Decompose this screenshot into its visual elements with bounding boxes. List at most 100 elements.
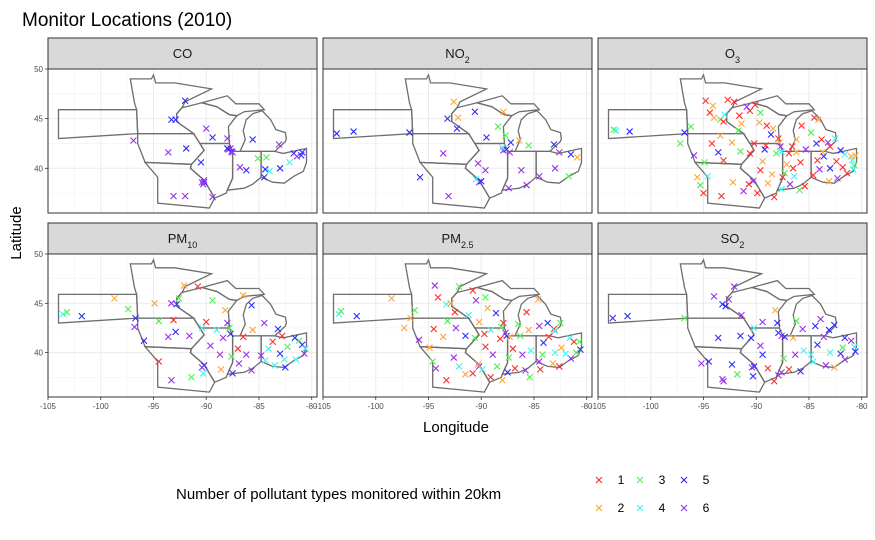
monitor-point <box>796 186 803 194</box>
monitor-point <box>573 153 581 161</box>
monitor-point <box>492 309 500 317</box>
monitor-point <box>239 333 247 341</box>
monitor-point <box>469 369 477 377</box>
monitor-points <box>130 97 306 201</box>
monitor-point <box>708 140 716 147</box>
monitor-point <box>786 180 794 188</box>
monitor-point <box>455 283 463 290</box>
chart-title: Monitor Locations (2010) <box>22 10 232 31</box>
panel-border <box>47 68 318 214</box>
monitor-point <box>714 334 722 342</box>
monitor-point <box>472 175 480 183</box>
monitor-point <box>140 337 148 345</box>
facet-strip <box>322 222 593 255</box>
monitor-point <box>498 376 506 384</box>
monitor-point <box>444 317 451 325</box>
monitor-point <box>749 177 757 185</box>
monitor-point <box>474 159 482 167</box>
monitor-point <box>198 324 206 332</box>
monitor-point <box>545 333 553 341</box>
monitor-point <box>814 341 821 349</box>
monitor-point <box>505 184 513 192</box>
x-tick-label: -80 <box>306 402 318 411</box>
plot-background <box>48 69 317 213</box>
monitor-point <box>780 355 788 362</box>
monitor-point <box>78 312 86 320</box>
monitor-point <box>770 193 778 201</box>
monitor-point <box>475 318 483 326</box>
monitor-point <box>278 332 286 340</box>
state-boundary <box>749 95 816 117</box>
monitor-point <box>810 114 818 122</box>
monitor-point <box>415 336 423 344</box>
monitor-point <box>168 376 175 384</box>
monitor-point <box>291 334 299 342</box>
monitor-point <box>219 334 227 342</box>
monitor-point <box>226 324 233 332</box>
monitor-point <box>746 150 754 157</box>
monitor-point <box>489 351 497 358</box>
monitor-point <box>525 326 533 334</box>
monitor-point <box>155 358 163 365</box>
y-axis-title: Latitude <box>8 206 25 259</box>
monitor-point <box>830 321 838 329</box>
monitor-point <box>816 165 823 173</box>
x-axis-title: Longitude <box>423 419 489 436</box>
monitor-point <box>172 328 180 336</box>
monitor-point <box>170 316 177 324</box>
x-tick-label: -85 <box>528 402 540 411</box>
x-tick-label: -80 <box>856 402 868 411</box>
monitor-point <box>802 146 810 153</box>
monitor-point <box>555 149 563 156</box>
state-outlines <box>332 73 583 209</box>
monitor-point <box>743 103 751 111</box>
monitor-point <box>839 163 847 171</box>
monitor-point <box>411 306 419 314</box>
monitor-point <box>484 304 491 312</box>
monitor-point <box>764 179 772 187</box>
monitor-points <box>335 282 584 384</box>
monitor-point <box>445 192 452 200</box>
monitor-point <box>280 356 288 363</box>
monitor-point <box>450 98 458 106</box>
monitor-point <box>234 345 242 353</box>
monitor-point <box>539 351 546 358</box>
monitor-point <box>407 314 414 322</box>
state-boundary <box>199 95 266 117</box>
state-boundary <box>513 109 563 153</box>
x-tick-label: -90 <box>475 402 487 411</box>
facet-strip-label: CO <box>173 46 193 61</box>
monitor-point <box>789 334 797 342</box>
monitor-point <box>745 180 753 188</box>
monitor-point <box>248 301 255 309</box>
monitor-point <box>200 178 208 186</box>
monitor-point <box>447 299 455 307</box>
monitor-point <box>511 365 519 372</box>
monitor-point <box>353 312 361 320</box>
monitor-point <box>487 373 495 381</box>
legend-key <box>595 504 603 512</box>
monitor-point <box>725 295 733 303</box>
monitor-points <box>610 96 859 201</box>
monitor-point <box>168 299 175 307</box>
monitor-point <box>216 351 224 358</box>
monitor-point <box>729 178 737 186</box>
monitor-point <box>759 351 766 358</box>
monitor-point <box>111 294 118 302</box>
monitor-point <box>551 164 559 172</box>
monitor-point <box>555 363 563 370</box>
monitor-point <box>223 145 231 152</box>
monitor-point <box>197 158 205 166</box>
monitor-point <box>471 334 479 342</box>
monitor-point <box>482 294 489 301</box>
monitor-point <box>525 142 533 149</box>
panel-border <box>322 253 593 398</box>
monitor-point <box>788 143 796 150</box>
legend-item: 1 <box>595 473 625 487</box>
monitor-point <box>271 362 279 369</box>
legend-label: 6 <box>703 501 710 515</box>
monitor-point <box>751 101 759 109</box>
monitor-point <box>728 361 736 368</box>
monitor-point <box>800 347 808 355</box>
monitor-point <box>750 140 758 147</box>
